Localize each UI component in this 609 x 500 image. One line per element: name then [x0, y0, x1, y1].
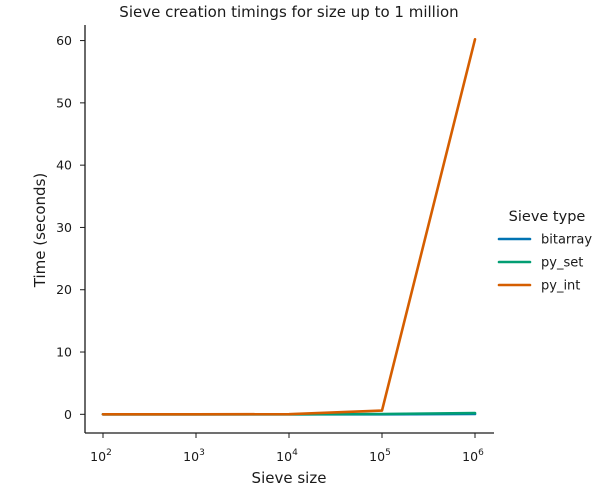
x-tick-base: 10 — [276, 449, 292, 464]
y-tick-label: 20 — [56, 282, 72, 297]
x-tick-exponent: 3 — [199, 448, 205, 458]
chart-title: Sieve creation timings for size up to 1 … — [119, 3, 458, 21]
y-tick-label: 40 — [56, 158, 72, 173]
series-lines — [101, 37, 477, 416]
x-axis-label: Sieve size — [252, 469, 327, 487]
legend: Sieve type bitarray py_set py_int — [497, 209, 592, 294]
legend-label: bitarray — [541, 233, 592, 248]
x-tick-label: 106 — [462, 448, 484, 464]
y-tick-label: 10 — [56, 345, 72, 360]
x-tick-label: 105 — [369, 448, 391, 464]
x-ticks: 102 103 104 105 106 — [90, 433, 484, 464]
x-tick-label: 102 — [90, 448, 112, 464]
y-axis-label: Time (seconds) — [31, 173, 49, 289]
y-tick-label: 50 — [56, 95, 72, 110]
legend-title: Sieve type — [509, 209, 586, 225]
y-tick-label: 0 — [64, 407, 72, 422]
x-tick-exponent: 2 — [106, 448, 112, 458]
x-tick-exponent: 5 — [385, 448, 391, 458]
x-tick-base: 10 — [90, 449, 106, 464]
y-tick-label: 30 — [56, 220, 72, 235]
x-tick-label: 104 — [276, 448, 298, 464]
x-tick-exponent: 4 — [292, 448, 298, 458]
x-tick-base: 10 — [462, 449, 478, 464]
legend-items: bitarray py_set py_int — [497, 233, 592, 294]
x-tick-label: 103 — [183, 448, 205, 464]
x-tick-exponent: 6 — [478, 448, 484, 458]
y-ticks: 0 10 20 30 40 50 60 — [56, 33, 85, 422]
legend-label: py_set — [541, 256, 583, 271]
legend-label: py_int — [541, 279, 580, 294]
x-tick-base: 10 — [183, 449, 199, 464]
y-tick-label: 60 — [56, 33, 72, 48]
x-tick-base: 10 — [369, 449, 385, 464]
series-line-py-int — [101, 37, 477, 416]
